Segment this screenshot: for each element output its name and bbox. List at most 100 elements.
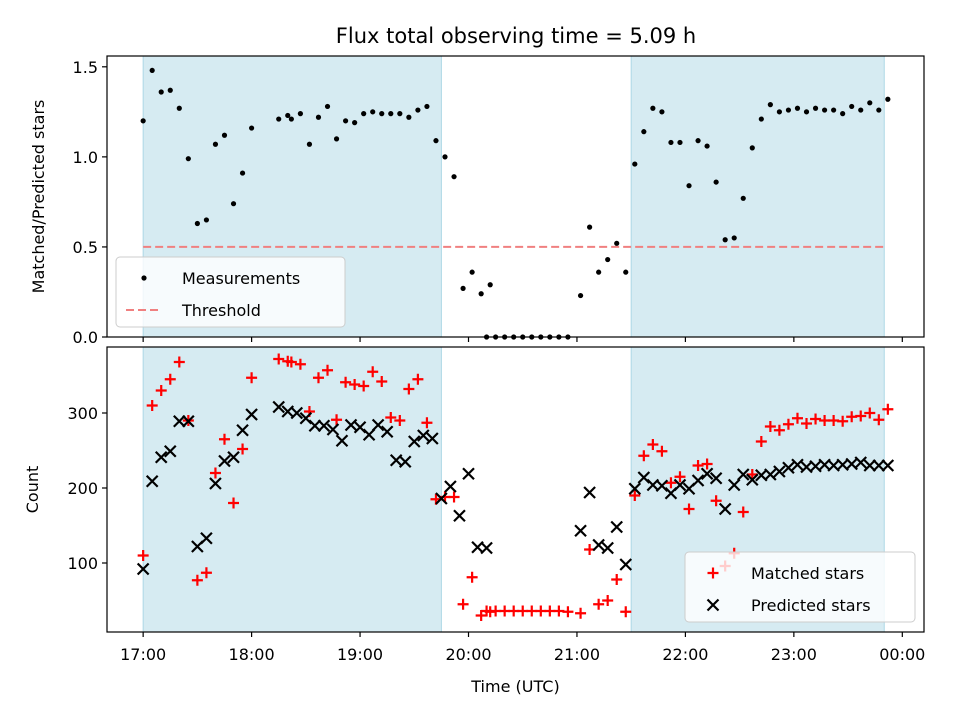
axes-frame	[106, 55, 925, 338]
data-point	[352, 120, 358, 126]
data-point	[315, 114, 322, 120]
data-point	[163, 444, 177, 458]
data-point	[194, 220, 200, 227]
data-point	[876, 107, 882, 113]
x-tick-label: 22:00	[662, 645, 708, 664]
data-point	[136, 562, 150, 576]
data-point	[272, 400, 285, 414]
data-point	[610, 520, 623, 534]
data-point	[228, 497, 240, 509]
data-point	[191, 574, 203, 586]
y-axis-label: Matched/Predicted stars	[29, 100, 48, 294]
data-point	[306, 141, 313, 147]
data-point	[371, 418, 385, 432]
data-point	[421, 417, 433, 429]
data-point	[596, 269, 602, 275]
data-point	[758, 116, 764, 122]
data-point	[294, 358, 306, 370]
data-point	[182, 414, 195, 428]
series-predicted-stars	[136, 400, 895, 576]
data-point	[629, 490, 641, 501]
data-point	[701, 458, 713, 470]
data-point	[709, 471, 723, 485]
data-point	[611, 574, 623, 585]
data-point	[379, 111, 385, 117]
y-tick-label: 200	[67, 479, 98, 498]
data-point	[221, 132, 228, 138]
data-point	[623, 269, 629, 275]
data-point	[457, 598, 469, 610]
data-point	[785, 107, 792, 113]
data-point	[361, 111, 367, 117]
data-point	[173, 414, 186, 428]
data-point	[380, 425, 394, 439]
data-point	[587, 224, 593, 230]
series-matched-stars	[137, 353, 894, 621]
data-point	[614, 240, 620, 246]
data-point	[406, 114, 412, 120]
data-point	[164, 373, 176, 385]
data-point	[173, 356, 185, 368]
data-point	[218, 454, 231, 468]
data-point	[791, 458, 804, 472]
data-point	[881, 459, 895, 472]
data-point	[821, 107, 828, 113]
chart-title: Flux total observing time = 5.09 h	[336, 24, 696, 48]
data-point	[755, 436, 767, 447]
legend: Measurements Threshold	[115, 256, 346, 328]
y-axis-label: Count	[23, 466, 42, 514]
data-point	[764, 468, 777, 481]
data-point	[674, 471, 686, 483]
data-point	[619, 558, 633, 571]
data-point	[831, 107, 837, 113]
data-point	[718, 502, 732, 516]
data-point	[692, 460, 704, 471]
data-point	[453, 509, 466, 523]
data-point	[855, 410, 867, 422]
legend-marker	[707, 567, 719, 579]
data-point	[312, 372, 324, 384]
data-point	[632, 161, 638, 167]
data-point	[185, 156, 191, 162]
data-point	[367, 366, 379, 378]
data-point	[620, 606, 632, 618]
data-point	[592, 538, 605, 552]
data-point	[480, 541, 493, 555]
data-point	[200, 531, 213, 545]
data-point	[487, 282, 493, 288]
data-point	[601, 541, 614, 555]
data-point	[435, 492, 448, 505]
data-point	[158, 89, 164, 95]
data-point	[791, 412, 803, 424]
observing-window-1	[142, 346, 442, 633]
data-point	[469, 269, 475, 275]
data-point	[849, 103, 855, 110]
data-point	[388, 111, 394, 117]
data-point	[236, 423, 249, 437]
data-point	[746, 469, 758, 480]
data-point	[209, 477, 222, 490]
top-panel: 0.0 0.5 1.0 1.5 Matched/Predicted stars Measu…	[29, 55, 925, 347]
data-point	[713, 179, 719, 185]
data-point	[290, 406, 304, 420]
data-point	[466, 571, 478, 583]
data-point	[858, 107, 864, 113]
data-point	[812, 105, 819, 111]
data-point	[700, 467, 714, 481]
data-point	[273, 353, 285, 365]
data-point	[478, 291, 484, 297]
data-point	[710, 495, 722, 507]
data-point	[297, 111, 304, 117]
data-point	[324, 103, 331, 110]
data-point	[285, 112, 291, 119]
data-point	[403, 383, 415, 395]
data-point	[176, 105, 182, 111]
data-point	[212, 141, 219, 147]
data-point	[167, 87, 173, 93]
x-tick-label: 20:00	[445, 645, 491, 664]
data-point	[245, 408, 258, 421]
data-point	[218, 433, 230, 445]
data-point	[394, 415, 406, 426]
data-point	[873, 414, 885, 426]
